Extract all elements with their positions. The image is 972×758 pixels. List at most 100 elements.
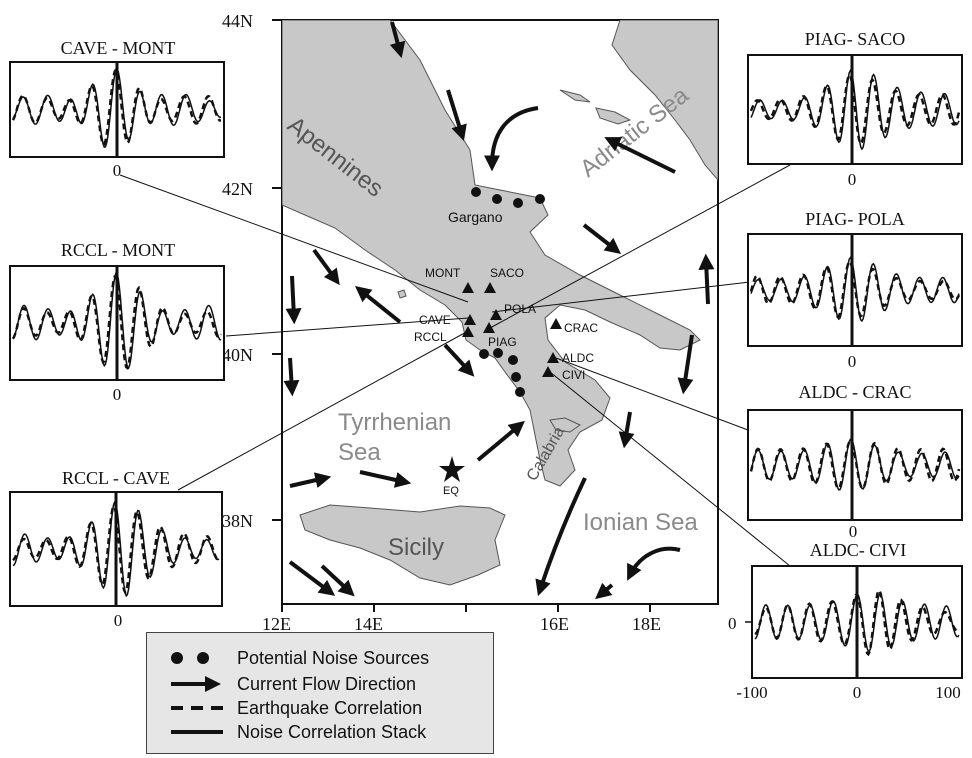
panel-title: RCCL - MONT <box>61 240 175 260</box>
lon-label: 16E <box>540 614 569 634</box>
station-label-saco: SACO <box>490 266 524 280</box>
noise-source <box>493 348 503 358</box>
earthquake-correlation-trace <box>749 439 961 490</box>
sicily-landmass <box>299 504 506 586</box>
station-cave-marker <box>464 314 476 325</box>
noise-correlation-trace <box>12 67 222 148</box>
axis-labels: 44N 42N 40N 38N 12E 14E 16E 18E <box>222 11 661 634</box>
earthquake-correlation-trace <box>754 589 960 657</box>
current-arrow <box>582 223 622 254</box>
earthquake-correlation-trace <box>749 260 961 319</box>
connector-line <box>225 317 469 337</box>
current-arrows <box>283 21 715 600</box>
italy-landmass <box>282 20 701 487</box>
panel-piag-saco: PIAG- SACO 0 <box>747 29 963 189</box>
noise-source <box>515 387 525 397</box>
noise-source <box>492 194 502 204</box>
station-label-civi: CIVI <box>562 368 585 382</box>
station-pola-marker <box>490 309 502 320</box>
station-label-crac: CRAC <box>564 321 598 335</box>
legend: Potential Noise Sources Current Flow Dir… <box>146 632 494 754</box>
current-arrow <box>595 582 614 600</box>
station-label-rccl: RCCL <box>414 330 447 344</box>
connector-lines <box>119 164 791 567</box>
panel-title: CAVE - MONT <box>61 38 176 58</box>
y-zero-label: 0 <box>728 614 737 633</box>
island <box>595 107 632 125</box>
earthquake-correlation-trace <box>749 73 961 146</box>
current-arrow <box>389 21 406 59</box>
noise-sources <box>471 187 545 397</box>
dashed-line-symbol <box>171 706 223 710</box>
legend-label: Potential Noise Sources <box>237 648 430 668</box>
current-arrow-symbol <box>171 676 221 692</box>
noise-source-symbol <box>171 652 209 664</box>
lat-label: 40N <box>222 345 253 365</box>
x-tick-label: 100 <box>935 683 961 702</box>
panel-title: ALDC - CRAC <box>798 382 911 402</box>
legend-row-current: Current Flow Direction <box>147 673 493 695</box>
station-crac-marker <box>550 318 562 329</box>
current-arrow <box>312 248 340 286</box>
current-arrow <box>618 411 635 449</box>
zero-tick: 0 <box>849 522 858 541</box>
lon-label: 14E <box>354 614 383 634</box>
current-arrow <box>320 564 355 597</box>
panel-frame <box>747 233 963 347</box>
zero-tick: 0 <box>113 385 122 404</box>
current-arrow <box>443 343 475 377</box>
legend-label: Noise Correlation Stack <box>237 722 427 742</box>
current-arrow <box>289 472 332 488</box>
x-tick-label: 0 <box>853 683 862 702</box>
panel-frame <box>747 409 963 521</box>
current-arrow <box>283 357 300 397</box>
panel-title: RCCL - CAVE <box>62 468 170 488</box>
station-piag-marker <box>483 322 495 333</box>
connector-line <box>491 281 751 313</box>
lon-label: 12E <box>262 614 291 634</box>
noise-correlation-trace <box>12 500 220 598</box>
solid-line-symbol <box>171 730 223 734</box>
current-arrow <box>359 470 412 488</box>
epicenter-label: EQ <box>443 485 459 497</box>
current-arrow <box>476 420 525 462</box>
stations <box>462 282 562 377</box>
noise-correlation-trace <box>12 272 222 370</box>
island <box>549 417 581 433</box>
station-label-piag: PIAG <box>488 335 517 349</box>
island <box>559 89 591 103</box>
connector-line <box>549 371 791 567</box>
connector-line <box>177 329 471 491</box>
noise-correlation-trace <box>750 256 960 323</box>
earthquake-correlation-trace <box>11 275 223 370</box>
current-arrow <box>355 286 402 324</box>
legend-label: Earthquake Correlation <box>237 698 423 718</box>
station-mont-marker <box>462 282 474 293</box>
legend-row-sources: Potential Noise Sources <box>147 647 493 669</box>
station-civi-marker <box>542 366 554 377</box>
lat-label: 38N <box>222 511 253 531</box>
current-arrow <box>627 546 681 581</box>
panel-aldc-civi: ALDC- CIVI 0 -100 0 100 <box>728 540 963 702</box>
current-arrow <box>484 106 539 172</box>
map-ticks <box>272 19 651 612</box>
epicenter-star <box>439 456 465 482</box>
panel-title: PIAG- SACO <box>805 29 906 49</box>
connector-line <box>489 164 791 329</box>
current-arrow <box>535 477 587 597</box>
current-arrow <box>677 334 694 395</box>
connector-line <box>555 357 749 431</box>
station-labels: MONT SACO POLA CAVE RCCL PIAG CRAC ALDC … <box>414 266 598 382</box>
noise-source <box>508 355 518 365</box>
x-tick-label: -100 <box>736 683 767 702</box>
sicily-label: Sicily <box>388 534 444 561</box>
lat-label: 44N <box>222 11 253 31</box>
zero-tick: 0 <box>848 170 857 189</box>
map <box>281 19 719 605</box>
zero-tick: 0 <box>113 161 122 180</box>
legend-row-noise: Noise Correlation Stack <box>147 721 493 743</box>
lon-label: 18E <box>632 614 661 634</box>
lat-label: 42N <box>222 179 253 199</box>
